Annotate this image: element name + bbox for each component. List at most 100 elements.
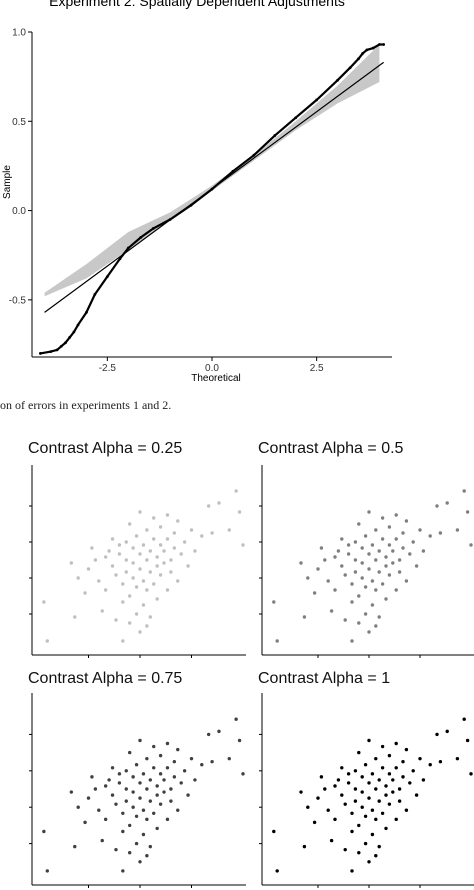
sample-point: [189, 203, 193, 207]
scatter-point: [350, 639, 354, 643]
scatter-point: [397, 799, 402, 803]
scatter-point: [169, 787, 173, 791]
sample-point: [55, 348, 59, 352]
scatter-point: [408, 781, 412, 785]
scatter-point: [121, 829, 125, 834]
scatter-point: [272, 829, 276, 834]
scatter-point: [107, 549, 111, 553]
scatter-point: [69, 790, 74, 794]
scatter-point: [428, 763, 432, 767]
panel-title-alpha-1: Contrast Alpha = 1: [258, 670, 391, 687]
scatter-point: [114, 847, 118, 852]
figure-caption: on of errors in experiments 1 and 2.: [0, 398, 172, 412]
scatter-point: [367, 552, 371, 556]
scatter-point: [83, 591, 87, 595]
scatter-point: [275, 869, 279, 873]
scatter-point: [134, 814, 139, 818]
scatter-point: [346, 552, 351, 556]
scatter-point: [121, 869, 125, 873]
scatter-point: [374, 817, 378, 822]
scatter-point: [138, 552, 142, 556]
scatter-point: [465, 738, 470, 743]
sample-point: [371, 46, 375, 50]
scatter-point: [152, 811, 156, 815]
scatter-point: [411, 769, 415, 773]
scatter-point: [200, 763, 204, 767]
scatter-point: [316, 567, 320, 571]
scatter-point: [165, 537, 170, 541]
scatter-point: [134, 763, 139, 767]
scatter-point: [107, 778, 111, 782]
scatter-point: [404, 808, 409, 812]
scatter-point: [158, 525, 163, 529]
x-axis-label: Theoretical: [191, 373, 240, 384]
scatter-point: [172, 760, 177, 764]
scatter-point: [445, 501, 449, 505]
sample-point: [252, 153, 256, 157]
scatter-point: [117, 543, 122, 547]
scatter-point: [186, 793, 190, 797]
scatter-point: [73, 615, 77, 619]
scatter-point: [380, 744, 385, 749]
scatter-point: [469, 772, 473, 776]
scatter-point: [329, 609, 334, 613]
scatter-point: [90, 546, 94, 550]
scatter-point: [145, 558, 149, 562]
scatter-point: [148, 778, 152, 782]
scatter-point: [455, 756, 460, 761]
scatter-point: [131, 561, 135, 565]
sample-point: [76, 323, 80, 327]
scatter-panel-1: [29, 465, 246, 658]
scatter-point: [131, 775, 135, 779]
sample-point: [126, 246, 130, 250]
sample-point: [273, 134, 277, 137]
scatter-point: [131, 576, 135, 580]
scatter-point: [377, 844, 381, 849]
scatter-point: [363, 612, 368, 616]
scatter-point: [340, 793, 344, 797]
scatter-point: [353, 769, 358, 773]
scatter-point: [374, 756, 378, 761]
x-ticks: -2.5 0.0 2.5: [99, 357, 324, 374]
qq-points: [38, 43, 386, 355]
scatter-point: [380, 811, 385, 815]
scatter-point: [121, 582, 125, 586]
scatter-point: [408, 552, 412, 556]
panel-title-alpha-075: Contrast Alpha = 0.75: [28, 670, 183, 687]
scatter-point: [401, 546, 405, 550]
scatter-point: [340, 537, 344, 541]
scatter-point: [131, 546, 135, 550]
scatter-point: [158, 753, 163, 758]
scatter-point: [176, 808, 180, 812]
scatter-point: [401, 775, 405, 779]
scatter-point: [234, 489, 238, 493]
scatter-point: [363, 814, 368, 818]
scatter-point: [462, 489, 466, 493]
sample-point: [49, 350, 53, 354]
scatter-point: [319, 546, 324, 550]
scatter-point: [370, 603, 375, 607]
scatter-point: [45, 869, 49, 873]
scatter-point: [241, 772, 245, 776]
scatter-point: [350, 582, 354, 586]
scatter-point: [391, 549, 395, 553]
scatter-point: [374, 624, 378, 628]
y-axis-label: Sample: [2, 165, 13, 199]
scatter-point: [217, 501, 221, 505]
scatter-point: [374, 588, 378, 592]
scatter-point: [152, 516, 156, 520]
scatter-point: [374, 528, 378, 532]
scatter-point: [391, 561, 395, 565]
confidence-band-area: [44, 44, 380, 297]
scatter-point: [138, 510, 142, 514]
scatter-point: [241, 543, 245, 547]
scatter-point: [141, 579, 146, 583]
scatter-point: [145, 528, 149, 532]
scatter-point: [367, 567, 371, 571]
scatter-point: [421, 778, 426, 782]
scatter-point: [117, 552, 122, 556]
scatter-point: [357, 522, 361, 526]
scatter-point: [404, 579, 409, 583]
scatter-point: [165, 513, 170, 517]
scatter-point: [210, 531, 214, 535]
